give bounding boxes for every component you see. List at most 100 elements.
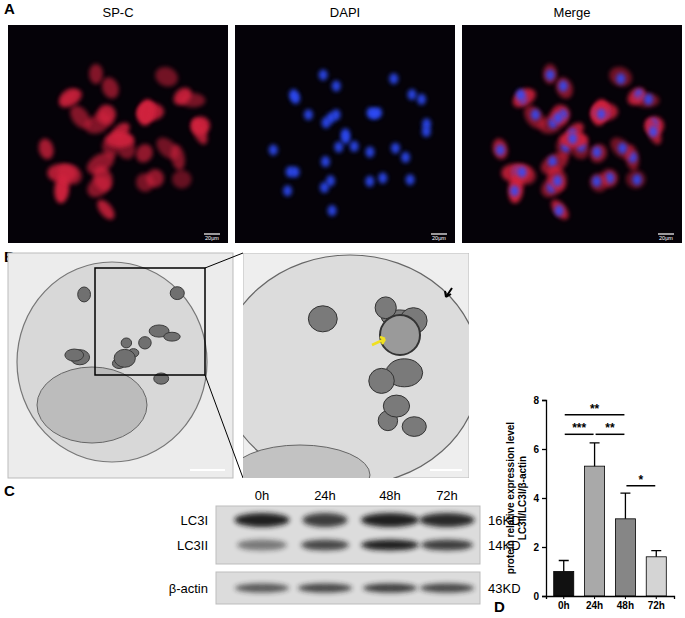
x-tick: 72h [648,596,665,611]
y-axis-title-line: protein relative expression level [505,422,516,575]
panel-label: A [4,0,15,17]
error-bar [651,551,661,557]
nucleus [644,94,653,105]
nucleus [406,174,415,185]
panel-label: C [4,482,15,499]
cell-signal [553,75,576,101]
y-tick-mark [542,547,546,548]
y-tick-mark [542,449,546,450]
band [235,584,289,593]
autophagosome [380,315,420,355]
cell-signal [57,85,80,107]
organelle [65,349,84,361]
organelle [114,349,135,367]
y-tick-label: 0 [533,591,539,602]
nucleus [365,146,374,157]
lane-label: 48h [379,488,401,503]
band [361,540,419,551]
organelle [121,338,131,348]
band-label: LC3I [181,513,208,528]
nucleus [378,172,387,183]
bar [646,557,666,596]
organelle [78,287,91,302]
nucleus [389,73,398,84]
cell-body [243,255,469,478]
nucleus [518,167,527,178]
nucleus [633,174,642,185]
band [363,584,417,593]
band [298,584,352,593]
nucleus [350,141,359,152]
zoom-box [95,268,205,375]
x-tick-label: 24h [586,600,603,611]
band [237,540,287,551]
cell-nucleus [37,367,147,443]
nucleus [332,81,341,92]
cell-signal [54,160,85,188]
cell-signal [511,85,534,107]
micrograph [462,25,682,243]
nucleus [304,109,313,120]
cell-signal [544,163,570,193]
lane-label: 24h [314,488,336,503]
cell-signal [179,92,205,107]
cell-signal [152,133,182,163]
cell-signal [99,75,122,101]
cell-signal [626,170,646,189]
significance-label: ** [605,421,615,435]
y-tick-label: 6 [533,444,539,455]
x-tick-label: 48h [617,600,634,611]
nucleus [283,185,292,196]
organelle [308,306,337,332]
band [303,513,348,527]
y-tick-mark [542,400,546,401]
y-axis-title: protein relative expression levelLC3II/L… [505,422,528,575]
nucleus [407,89,416,100]
nucleus [553,175,562,186]
cell-signal [105,131,134,147]
scale-bar-label: 20μm [659,235,673,241]
cell-signal [643,117,665,147]
y-tick: 2 [533,542,546,553]
cell-signal [66,102,94,133]
nucleus [531,109,540,120]
cell-signal [136,98,156,127]
x-tick-label: 72h [648,600,665,611]
x-tick: 0h [558,596,570,611]
nucleus [334,141,343,152]
cell-signal [543,64,557,84]
nucleus [370,109,379,120]
scale-bar-label: 20μm [205,235,219,241]
nucleus [618,143,627,154]
cell-signal [587,170,610,194]
x-axis: 0h 24h 48h 72h [547,596,675,611]
scale-bar-label: 20μm [432,235,446,241]
nucleus [269,144,278,155]
x-tick-mark [656,596,657,599]
y-tick: 4 [533,493,546,504]
organelle [139,337,152,349]
bar [585,466,605,596]
nucleus [496,144,505,155]
y-axis: 0 2 4 6 8 [533,395,546,602]
tem-zoom [243,253,469,478]
nucleus [553,113,562,124]
y-tick-label: 8 [533,395,539,406]
figure: ASP-C20μmDAPI20μmMerge20μmBC0h24h48h72hL… [0,0,685,618]
micrograph [235,25,455,243]
x-tick: 48h [617,596,634,611]
zoom-connector [205,375,243,478]
y-axis-line [542,401,547,597]
x-tick-mark [594,596,595,599]
significance-label: ** [590,402,600,416]
x-tick: 24h [586,596,603,611]
cell-signal [37,137,56,161]
scale-bar [190,469,225,471]
organelle [164,332,180,341]
nucleus [341,133,350,144]
x-tick-mark [625,596,626,599]
nucleus [592,146,601,157]
micrograph [8,25,228,243]
image-background [8,25,228,243]
nucleus [548,156,557,167]
